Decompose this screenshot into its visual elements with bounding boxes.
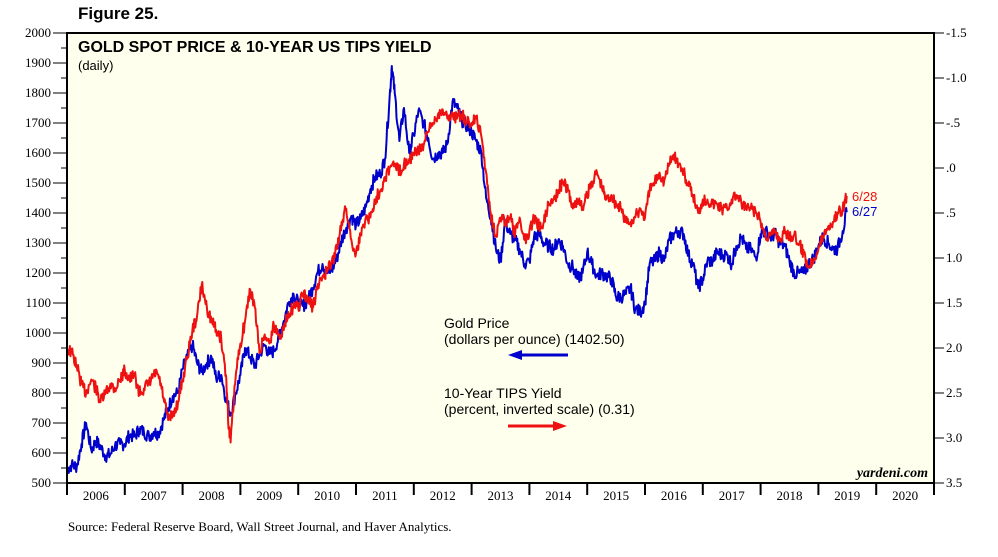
left-tick-label: 1500 bbox=[25, 175, 51, 190]
right-tick-label: .5 bbox=[946, 205, 956, 220]
right-tick-label: 3.5 bbox=[946, 475, 962, 490]
left-tick-label: 1300 bbox=[25, 235, 51, 250]
left-tick-label: 900 bbox=[32, 355, 52, 370]
legend-gold-detail: (dollars per ounce) (1402.50) bbox=[444, 331, 625, 347]
x-tick-label: 2013 bbox=[488, 488, 514, 503]
gold-end-label: 6/27 bbox=[852, 204, 877, 219]
right-axis: -1.5 -1.0 -.5 .0 .5 1.0 1.5 2.0 2.5 3.0 3.5 bbox=[934, 25, 967, 490]
legend-tips-name: 10-Year TIPS Yield bbox=[444, 385, 562, 401]
left-tick-label: 1700 bbox=[25, 115, 51, 130]
x-tick-label: 2006 bbox=[83, 488, 110, 503]
legend-gold-name: Gold Price bbox=[444, 315, 510, 331]
right-tick-label: 2.5 bbox=[946, 385, 962, 400]
left-tick-label: 1800 bbox=[25, 85, 51, 100]
watermark: yardeni.com bbox=[855, 466, 928, 481]
x-tick-label: 2020 bbox=[892, 488, 918, 503]
x-tick-label: 2008 bbox=[199, 488, 225, 503]
legend-tips-detail: (percent, inverted scale) (0.31) bbox=[444, 401, 635, 417]
tips-yield-line bbox=[66, 108, 848, 444]
right-tick-label: -1.5 bbox=[946, 25, 967, 40]
right-tick-label: 3.0 bbox=[946, 430, 962, 445]
x-tick-label: 2011 bbox=[372, 488, 398, 503]
x-tick-label: 2015 bbox=[603, 488, 629, 503]
x-tick-label: 2016 bbox=[661, 488, 688, 503]
x-tick-label: 2012 bbox=[430, 488, 456, 503]
legend-gold-arrow-icon bbox=[508, 350, 568, 360]
left-tick-label: 2000 bbox=[25, 25, 51, 40]
legend: Gold Price (dollars per ounce) (1402.50)… bbox=[444, 315, 635, 431]
chart-title: GOLD SPOT PRICE & 10-YEAR US TIPS YIELD bbox=[78, 39, 432, 56]
left-tick-label: 1100 bbox=[25, 295, 51, 310]
left-tick-label: 500 bbox=[32, 475, 52, 490]
left-tick-label: 1400 bbox=[25, 205, 51, 220]
x-tick-label: 2018 bbox=[777, 488, 803, 503]
right-tick-label: -1.0 bbox=[946, 70, 967, 85]
x-axis: 2006 2007 2008 2009 2010 2011 2012 2013 2014 2015… bbox=[66, 483, 935, 503]
left-tick-label: 1900 bbox=[25, 55, 51, 70]
left-axis: 500 600 700 800 900 1000 1100 1200 1300 1400 1500 1… bbox=[25, 25, 67, 490]
left-tick-label: 1200 bbox=[25, 265, 51, 280]
left-tick-label: 1600 bbox=[25, 145, 51, 160]
right-tick-label: 1.5 bbox=[946, 295, 962, 310]
legend-tips-arrow-icon bbox=[508, 421, 567, 431]
x-tick-label: 2007 bbox=[141, 488, 168, 503]
right-tick-label: .0 bbox=[946, 160, 956, 175]
tips-end-label: 6/28 bbox=[852, 189, 877, 204]
left-tick-label: 800 bbox=[32, 385, 52, 400]
chart-subtitle: (daily) bbox=[78, 58, 113, 73]
x-tick-label: 2014 bbox=[545, 488, 572, 503]
gold-price-line bbox=[66, 65, 848, 474]
source-note: Source: Federal Reserve Board, Wall Stre… bbox=[68, 519, 452, 534]
x-tick-label: 2019 bbox=[834, 488, 860, 503]
x-tick-label: 2010 bbox=[314, 488, 340, 503]
left-tick-label: 700 bbox=[32, 415, 52, 430]
x-tick-label: 2017 bbox=[719, 488, 746, 503]
right-tick-label: 2.0 bbox=[946, 340, 962, 355]
right-tick-label: -.5 bbox=[946, 115, 960, 130]
x-tick-label: 2009 bbox=[256, 488, 282, 503]
left-tick-label: 1000 bbox=[25, 325, 51, 340]
figure-label: Figure 25. bbox=[78, 4, 159, 23]
right-tick-label: 1.0 bbox=[946, 250, 962, 265]
left-tick-label: 600 bbox=[32, 445, 52, 460]
